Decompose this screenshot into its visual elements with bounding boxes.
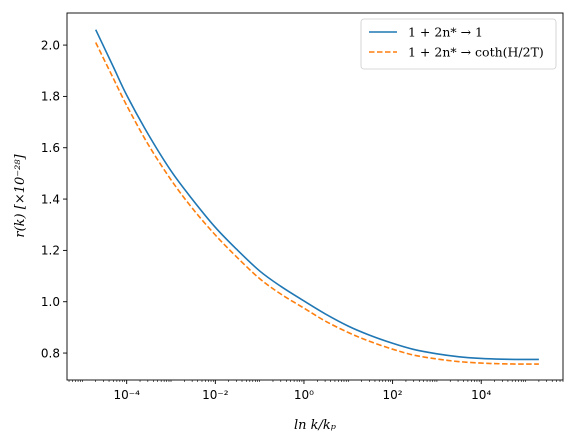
y-tick-label: 1.8 [41, 90, 60, 104]
x-tick-label: 10⁻² [202, 388, 229, 402]
x-tick-label: 10⁻⁴ [113, 388, 140, 402]
legend-label-series-2: 1 + 2n* → coth(H/2T) [408, 45, 544, 60]
plot-frame [66, 12, 564, 381]
legend-box [360, 18, 557, 70]
y-tick-label: 0.8 [41, 346, 60, 360]
x-axis-label: ln k/kₚ [294, 418, 336, 433]
y-tick-label: 1.4 [41, 192, 60, 206]
y-tick-label: 1.2 [41, 244, 60, 258]
x-tick-label: 10⁰ [294, 388, 314, 402]
legend-label-series-1: 1 + 2n* → 1 [408, 25, 483, 40]
x-axis: 10⁻⁴ 10⁻² 10⁰ 10² 10⁴ [68, 380, 564, 402]
y-tick-label: 1.0 [41, 295, 60, 309]
series-layer [94, 29, 539, 365]
legend: 1 + 2n* → 1 1 + 2n* → coth(H/2T) [360, 18, 557, 70]
y-axis-label: r(k) [×10⁻²⁸] [13, 153, 28, 237]
y-axis: 0.8 1.0 1.2 1.4 1.6 1.8 2.0 [41, 38, 67, 360]
y-tick-label: 2.0 [41, 38, 60, 52]
x-tick-label: 10² [383, 388, 403, 402]
series-line-1 [94, 29, 539, 361]
x-tick-label: 10⁴ [471, 388, 491, 402]
y-tick-label: 1.6 [41, 141, 60, 155]
series-line-2 [94, 42, 539, 365]
